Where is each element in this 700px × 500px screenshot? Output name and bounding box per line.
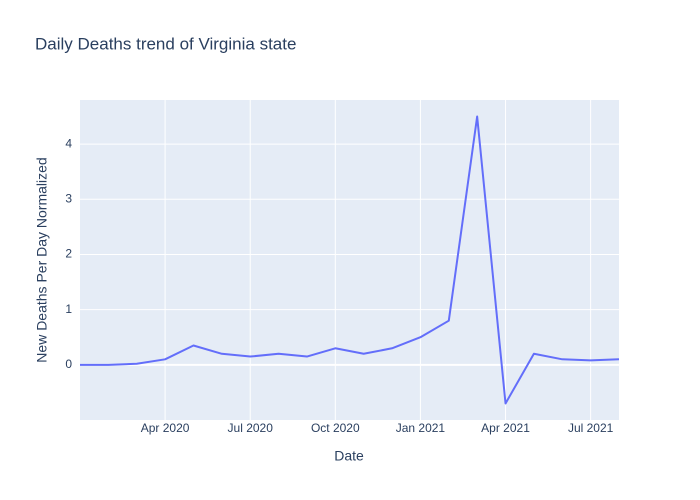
chart-title: Daily Deaths trend of Virginia state <box>35 34 296 53</box>
data-line <box>80 115 620 405</box>
x-tick-label: Apr 2021 <box>481 421 530 435</box>
y-tick-label: 3 <box>65 191 72 205</box>
y-tick-label: 0 <box>65 357 72 371</box>
x-axis-title: Date <box>334 448 364 464</box>
y-tick-label: 4 <box>65 136 72 150</box>
y-tick-label: 1 <box>65 302 72 316</box>
x-tick-label: Jul 2020 <box>228 421 274 435</box>
x-tick-label: Apr 2020 <box>141 421 190 435</box>
y-tick-label: 2 <box>65 247 72 261</box>
y-axis-title: New Deaths Per Day Normalized <box>34 157 50 362</box>
x-tick-label: Jan 2021 <box>396 421 446 435</box>
x-tick-label: Jul 2021 <box>568 421 614 435</box>
plot-area <box>80 100 619 420</box>
x-tick-label: Oct 2020 <box>311 421 360 435</box>
